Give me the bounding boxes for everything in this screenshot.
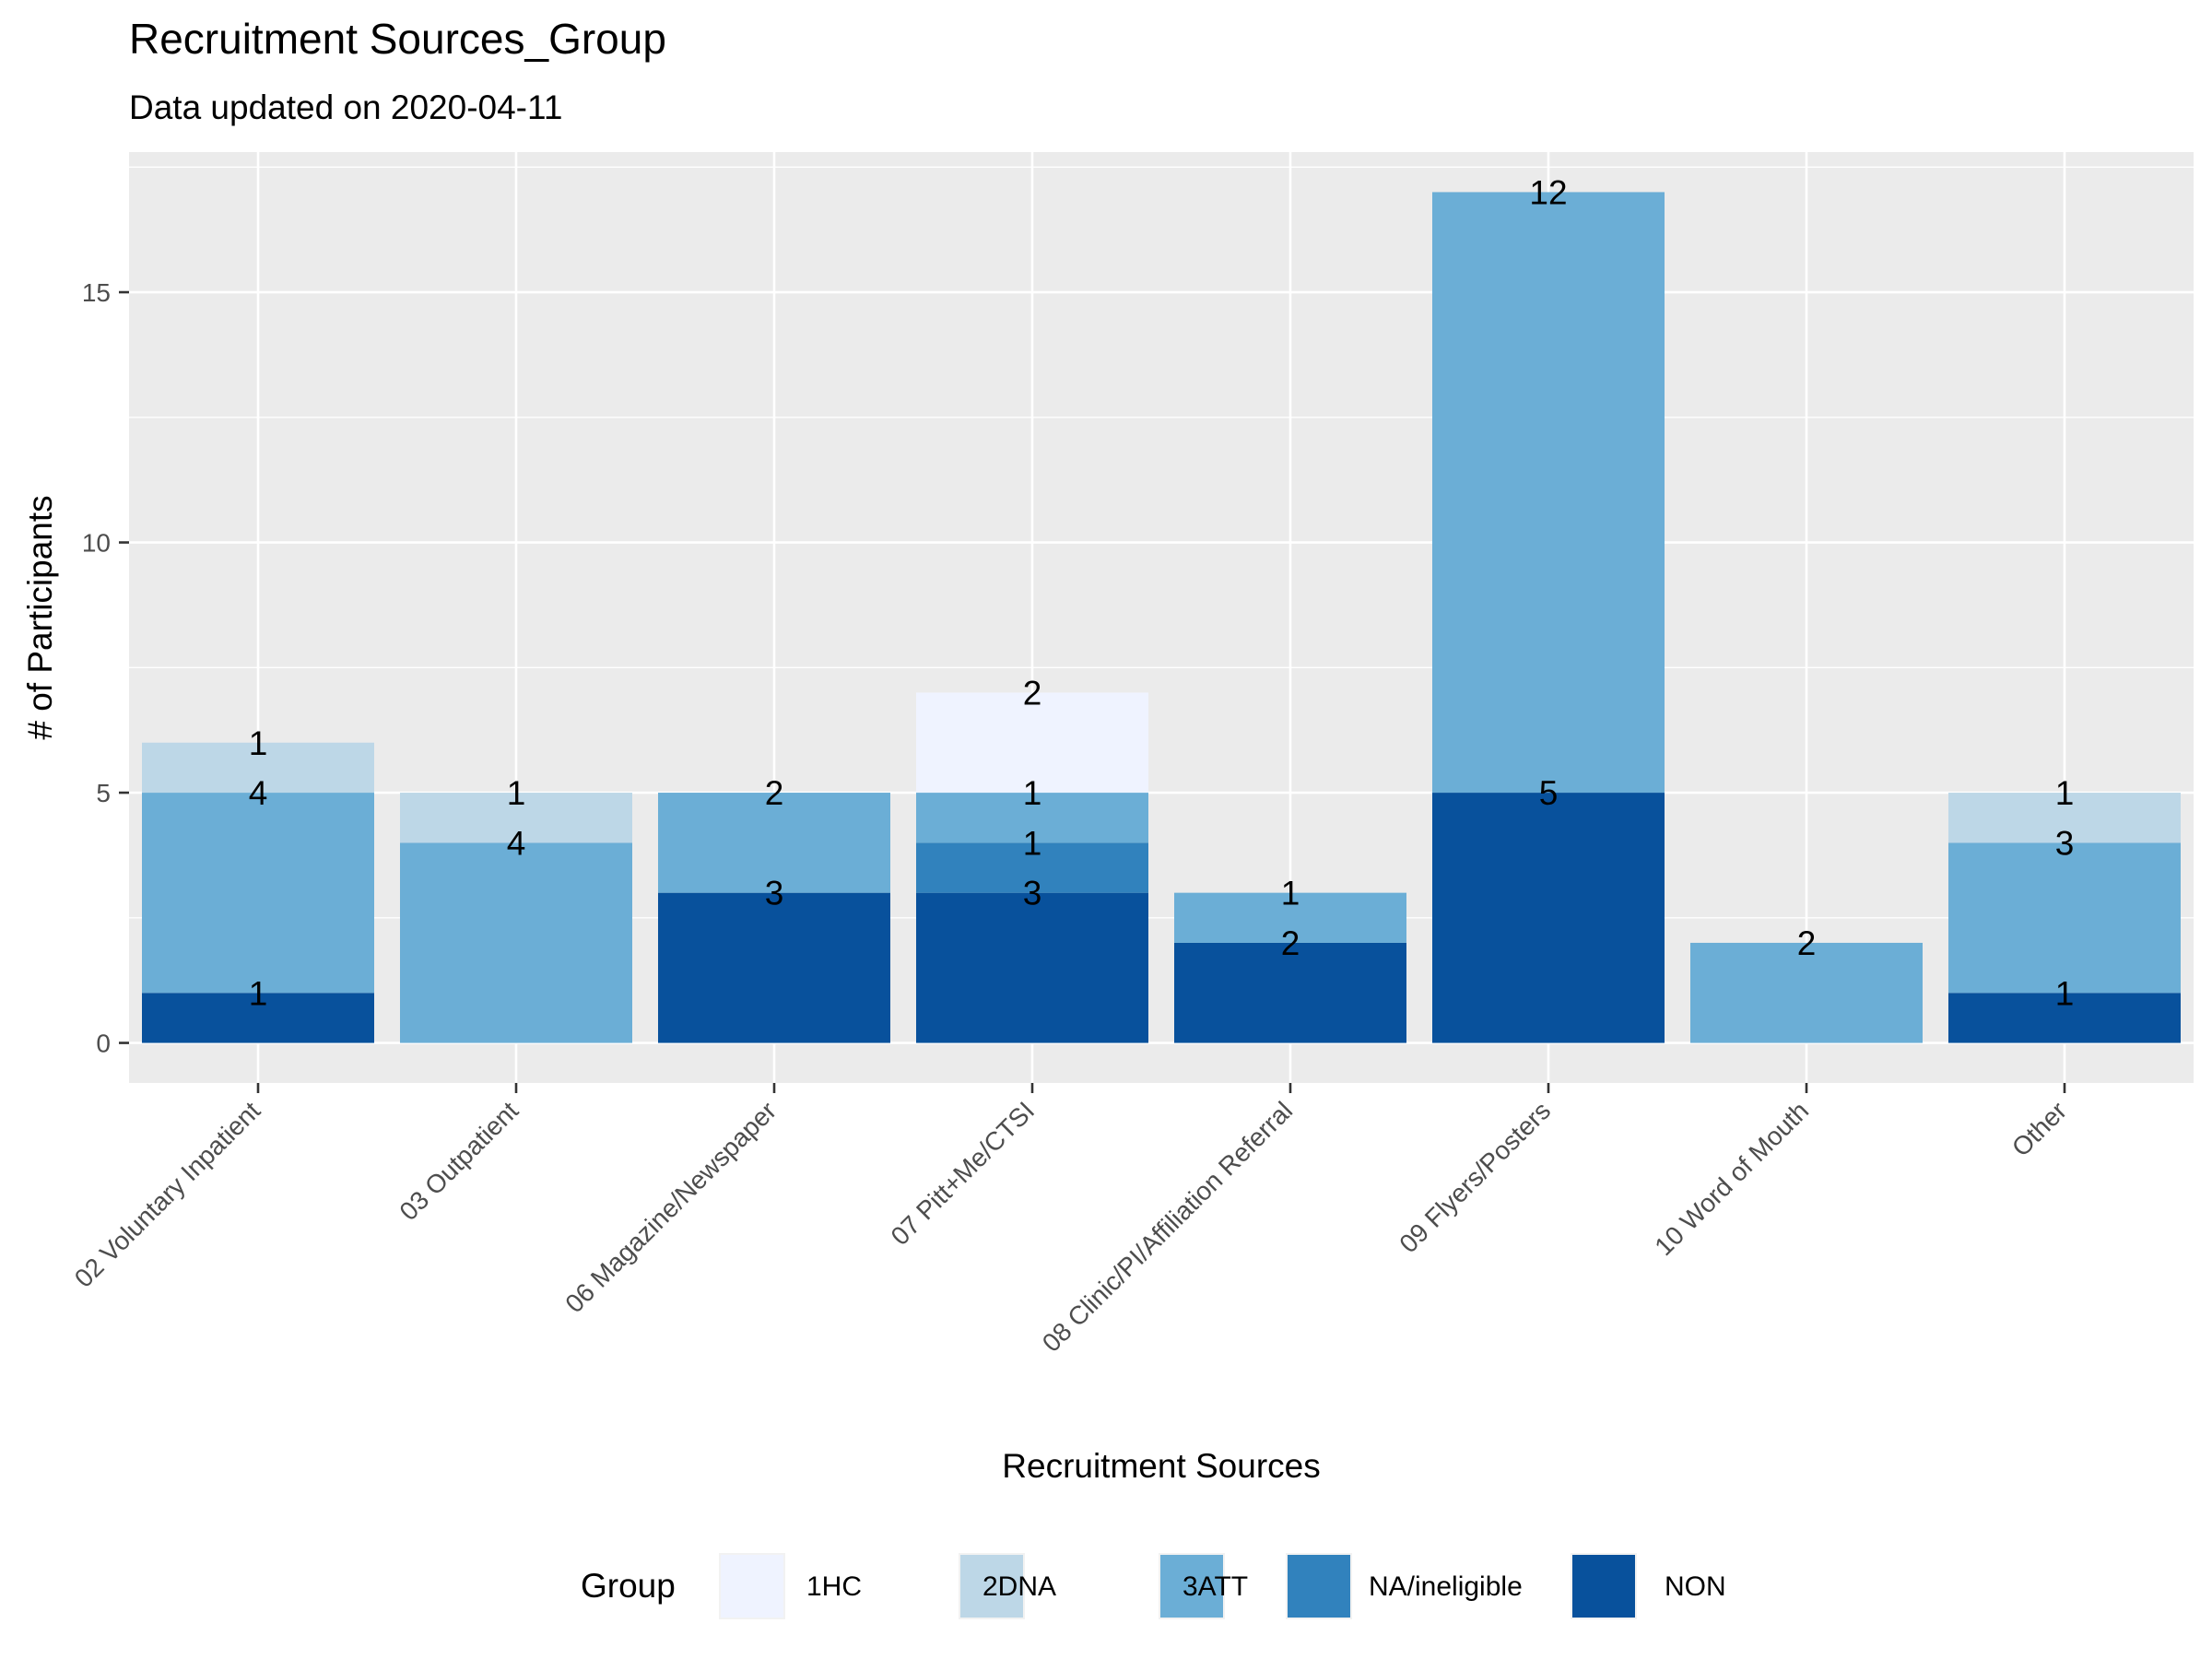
y-tick-label: 0 <box>96 1030 111 1058</box>
bar-segment <box>1432 793 1665 1043</box>
bars <box>142 192 2181 1043</box>
legend-swatch <box>1572 1555 1635 1618</box>
data-label: 1 <box>249 724 268 762</box>
legend-label: NON <box>1665 1571 1726 1602</box>
data-label: 2 <box>765 774 784 812</box>
data-label: 2 <box>1023 674 1042 712</box>
x-axis-title: Recruitment Sources <box>1002 1447 1320 1485</box>
bar-segment <box>916 692 1148 794</box>
bar-segment <box>1174 942 1406 1043</box>
chart-subtitle: Data updated on 2020-04-11 <box>129 88 562 126</box>
bar-segment <box>1948 793 2181 843</box>
legend-label: 3ATT <box>1182 1571 1248 1602</box>
y-axis-title: # of Participants <box>21 495 59 739</box>
bar-segment <box>916 892 1148 1043</box>
bar-segment <box>1174 892 1406 943</box>
bar-segment <box>1948 993 2181 1043</box>
x-tick-label: Other <box>2006 1096 2072 1161</box>
legend-swatch <box>1288 1555 1350 1618</box>
y-tick-label: 10 <box>82 529 111 558</box>
x-tick-label: 02 Voluntary Inpatient <box>69 1096 266 1293</box>
x-tick-label: 09 Flyers/Posters <box>1394 1096 1556 1258</box>
x-tick-label: 03 Outpatient <box>394 1096 524 1226</box>
x-axis: 02 Voluntary Inpatient 03 Outpatient 06 Ma… <box>69 1083 2072 1358</box>
y-axis: 0 5 10 15 <box>82 278 129 1058</box>
data-label: 3 <box>1023 875 1042 912</box>
bar-segment <box>142 993 374 1043</box>
data-label: 1 <box>507 774 526 812</box>
bar-segment <box>658 892 890 1043</box>
data-label: 3 <box>2055 824 2075 862</box>
legend: Group 1HC 2DNA 3ATT NA/ineligible NON <box>581 1553 1726 1619</box>
x-tick-label: 08 Clinic/PI/Affiliation Referral <box>1037 1096 1298 1357</box>
y-tick-label: 15 <box>82 278 111 307</box>
x-tick-label: 10 Word of Mouth <box>1649 1096 1814 1261</box>
bar-segment <box>916 793 1148 843</box>
data-label: 1 <box>1023 824 1042 862</box>
data-label: 2 <box>1797 924 1817 962</box>
bar-segment <box>142 742 374 794</box>
x-tick-label: 07 Pitt+Me/CTSI <box>886 1096 1041 1251</box>
bar-segment <box>400 842 632 1043</box>
data-label: 5 <box>1539 774 1559 812</box>
data-label: 1 <box>2055 774 2075 812</box>
data-label: 4 <box>249 774 268 812</box>
legend-swatch <box>721 1555 783 1618</box>
data-label: 1 <box>1023 774 1042 812</box>
bar-segment <box>1948 842 2181 994</box>
legend-label: 2DNA <box>982 1571 1056 1602</box>
legend-title: Group <box>581 1567 676 1605</box>
x-tick-label: 06 Magazine/Newspaper <box>559 1096 782 1318</box>
data-label: 1 <box>1281 875 1300 912</box>
data-label: 12 <box>1529 173 1567 211</box>
data-label: 1 <box>2055 974 2075 1012</box>
bar-segment <box>658 793 890 893</box>
legend-swatch <box>960 1555 1023 1618</box>
bar-segment <box>142 793 374 994</box>
bar-segment <box>916 842 1148 893</box>
chart-title: Recruitment Sources_Group <box>129 15 666 63</box>
bar-segment <box>400 793 632 843</box>
bar-segment <box>1690 942 1923 1043</box>
legend-label: 1HC <box>806 1571 862 1602</box>
y-tick-label: 5 <box>96 779 111 807</box>
data-label: 2 <box>1281 924 1300 962</box>
legend-swatch <box>1160 1555 1223 1618</box>
data-label: 4 <box>507 824 526 862</box>
legend-label: NA/ineligible <box>1369 1571 1523 1602</box>
data-label: 3 <box>765 875 784 912</box>
data-label: 1 <box>249 974 268 1012</box>
bar-segment <box>1432 192 1665 794</box>
